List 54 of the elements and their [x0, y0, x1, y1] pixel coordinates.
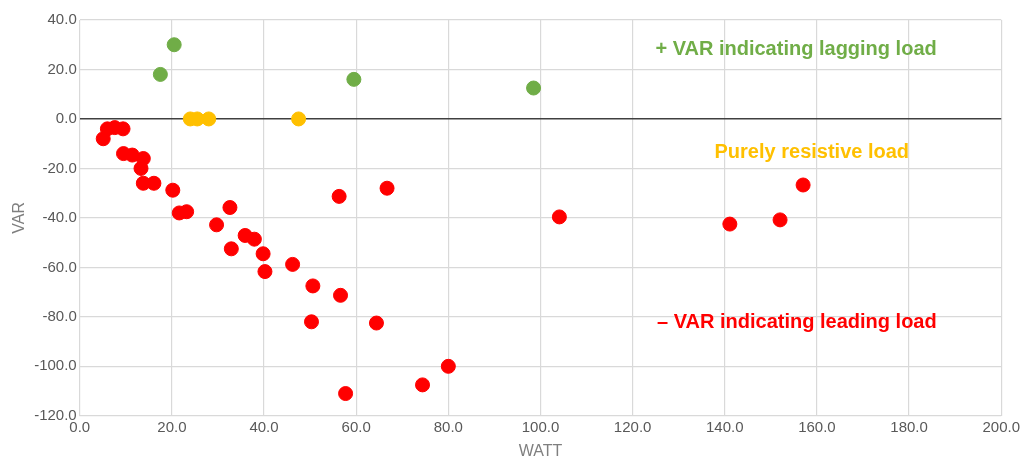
y-tick-label: 40.0 [47, 10, 77, 28]
point [440, 358, 456, 374]
annotation: Purely resistive load [714, 140, 910, 163]
point [551, 209, 567, 225]
point [209, 217, 225, 233]
x-tick-label: 100.0 [521, 417, 560, 435]
x-tick-label: 40.0 [249, 417, 279, 435]
point [331, 188, 347, 204]
point [303, 314, 319, 330]
y-tick-label: -40.0 [42, 208, 77, 226]
point [333, 287, 349, 303]
annotation: – VAR indicating leading load [657, 310, 937, 333]
x-tick-label: 140.0 [706, 417, 744, 435]
y-tick-label: -60.0 [42, 257, 77, 275]
y-tick-label: -20.0 [42, 158, 77, 176]
point [526, 80, 542, 96]
y-tick-label: -100.0 [34, 356, 77, 374]
point [133, 160, 149, 176]
annotation: + VAR indicating lagging load [655, 37, 937, 60]
point [223, 241, 239, 257]
point [146, 175, 162, 191]
y-tick-label: 20.0 [47, 59, 77, 77]
point [346, 71, 362, 87]
point [722, 216, 738, 232]
y-tick-label: -80.0 [42, 306, 77, 324]
x-axis-title: WATT [518, 441, 563, 459]
point [772, 212, 788, 228]
point [338, 386, 354, 402]
point [795, 177, 811, 193]
point [379, 180, 395, 196]
x-tick-label: 20.0 [157, 417, 187, 435]
point [222, 200, 238, 216]
point [201, 111, 217, 127]
point [368, 315, 384, 331]
point [285, 256, 301, 272]
point [179, 204, 195, 220]
x-tick-label: 120.0 [613, 417, 652, 435]
point [415, 377, 431, 393]
point [115, 121, 131, 137]
y-axis-title: VAR [10, 202, 28, 234]
x-tick-label: 180.0 [890, 417, 928, 435]
x-tick-label: 80.0 [433, 417, 463, 435]
point [165, 182, 181, 198]
point [166, 37, 182, 53]
x-tick-label: 200.0 [982, 417, 1021, 435]
x-tick-label: 60.0 [341, 417, 371, 435]
point [246, 231, 262, 247]
y-tick-label: 0.0 [55, 109, 77, 127]
point [291, 111, 307, 127]
point [305, 278, 321, 294]
point [255, 246, 271, 262]
point [152, 66, 168, 82]
x-tick-label: 160.0 [798, 417, 836, 435]
point [257, 264, 273, 280]
